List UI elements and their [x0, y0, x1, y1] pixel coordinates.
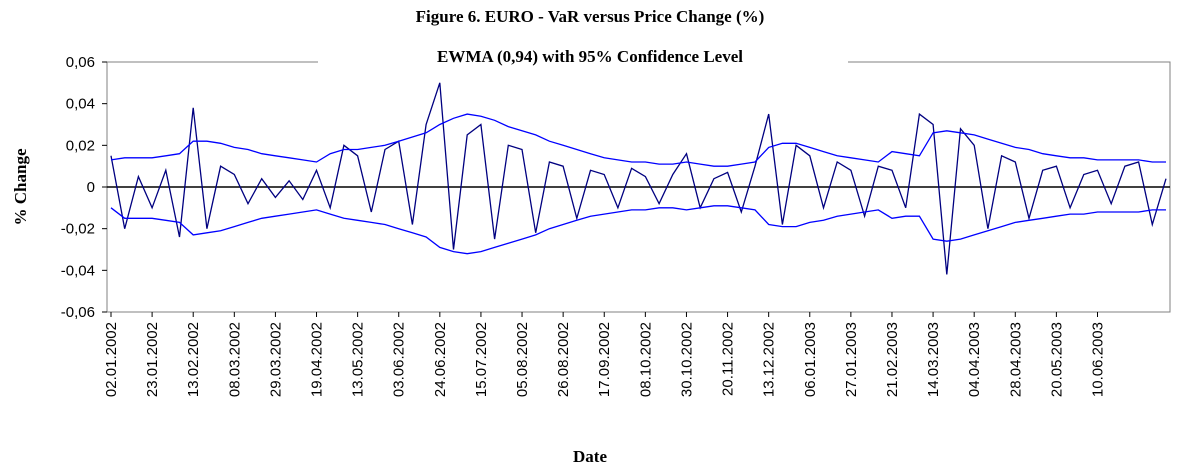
x-tick-label: 28.04.2003 [1007, 322, 1024, 397]
x-tick-label: 19.04.2002 [309, 322, 326, 397]
x-tick-label: 15.07.2002 [473, 322, 490, 397]
y-tick-label: 0 [87, 179, 95, 196]
x-tick-label: 30.10.2002 [678, 322, 695, 397]
x-tick-label: 17.09.2002 [596, 322, 613, 397]
series-line [110, 82, 1167, 275]
x-tick-label: 20.05.2003 [1048, 322, 1065, 397]
x-tick-label: 24.06.2002 [432, 322, 449, 397]
x-tick-label: 20.11.2002 [720, 322, 737, 396]
chart-subtitle: EWMA (0,94) with 95% Confidence Level [437, 47, 743, 66]
x-tick-label: 23.01.2002 [144, 322, 161, 397]
y-tick-label: -0,02 [61, 221, 95, 238]
x-tick-label: 04.04.2003 [966, 322, 983, 397]
y-tick-label: 0,04 [66, 96, 95, 113]
chart-title: Figure 6. EURO - VaR versus Price Change… [416, 7, 765, 26]
x-tick-label: 13.05.2002 [350, 322, 367, 397]
x-tick-label: 21.02.2003 [884, 322, 901, 397]
x-tick-label: 05.08.2002 [514, 322, 531, 397]
y-tick-label: -0,06 [61, 304, 95, 321]
series-line [110, 205, 1166, 255]
x-tick-label: 14.03.2003 [925, 322, 942, 397]
series-line [110, 113, 1166, 167]
x-tick-label: 10.06.2003 [1089, 322, 1106, 397]
x-tick-label: 29.03.2002 [267, 322, 284, 397]
x-tick-label: 08.10.2002 [637, 322, 654, 397]
x-axis-label: Date [573, 447, 607, 466]
x-tick-label: 06.01.2003 [802, 322, 819, 397]
subtitle-backdrop [318, 44, 848, 72]
x-tick-label: 13.12.2002 [761, 322, 778, 397]
x-tick-label: 08.03.2002 [226, 322, 243, 397]
x-tick-label: 03.06.2002 [391, 322, 408, 397]
y-tick-label: 0,02 [66, 137, 95, 154]
x-tick-label: 27.01.2003 [843, 322, 860, 397]
x-tick-label: 13.02.2002 [185, 322, 202, 397]
y-axis-label: % Change [11, 148, 30, 225]
x-tick-label: 02.01.2002 [103, 322, 120, 397]
x-tick-label: 26.08.2002 [555, 322, 572, 397]
y-tick-label: 0,06 [66, 54, 95, 71]
y-tick-label: -0,04 [61, 262, 95, 279]
